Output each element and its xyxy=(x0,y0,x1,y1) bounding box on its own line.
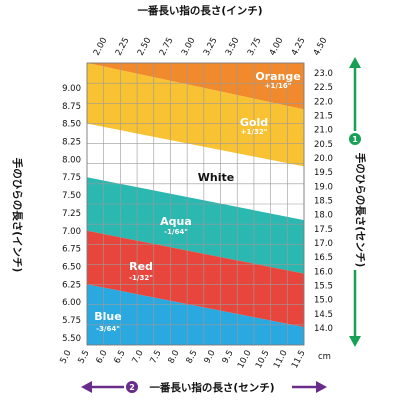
left-tick-label: 8.00 xyxy=(62,155,81,165)
right-tick-label: 23.0 xyxy=(314,69,333,79)
bottom-tick-label: 6.0 xyxy=(94,349,109,366)
bottom-axis-badge: 2 xyxy=(126,381,138,393)
left-axis-title: 手のひらの長さ(インチ) xyxy=(11,158,24,273)
bottom-tick-label: 6.5 xyxy=(112,349,127,366)
bottom-tick-label: 7.0 xyxy=(130,349,145,366)
right-tick-label: 18.0 xyxy=(314,211,333,221)
left-tick-label: 8.25 xyxy=(62,138,81,148)
top-tick-label: 3.25 xyxy=(202,36,220,57)
band-adjustment-aqua: -1/64" xyxy=(164,228,188,236)
right-axis-badge: 1 xyxy=(349,133,361,145)
band-aqua xyxy=(87,177,304,274)
right-tick-label: 16.0 xyxy=(314,267,333,277)
bottom-tick-label: 7.5 xyxy=(148,349,163,366)
top-tick-label: 3.50 xyxy=(224,36,242,57)
right-tick-label: 21.0 xyxy=(314,126,333,136)
left-tick-label: 6.00 xyxy=(62,298,81,308)
band-adjustment-gold: +1/32" xyxy=(241,128,268,136)
left-tick-label: 9.00 xyxy=(62,84,81,94)
bottom-tick-label: 8.5 xyxy=(184,349,199,366)
left-tick-label: 6.75 xyxy=(62,245,81,255)
right-tick-label: 14.0 xyxy=(314,324,333,334)
band-red xyxy=(87,230,304,328)
bottom-tick-label: 9.5 xyxy=(220,349,235,366)
right-tick-label: 20.5 xyxy=(314,140,333,150)
left-tick-label: 5.50 xyxy=(62,334,81,344)
color-bands xyxy=(87,63,304,345)
bottom-tick-label: 8.0 xyxy=(166,349,181,366)
top-tick-label: 2.75 xyxy=(158,36,176,57)
bottom-axis-unit: cm xyxy=(318,352,331,362)
axis-arrows xyxy=(81,57,361,393)
band-label-blue: Blue xyxy=(94,310,121,323)
grid-lines xyxy=(86,62,305,346)
bottom-axis-badge-number: 2 xyxy=(129,383,135,392)
left-tick-label: 7.75 xyxy=(62,173,81,183)
right-tick-label: 15.5 xyxy=(314,282,333,292)
bottom-tick-label: 10.5 xyxy=(254,349,272,370)
right-tick-label: 20.0 xyxy=(314,154,333,164)
bottom-arrow-right-head xyxy=(316,381,327,393)
right-axis-title: 手のひらの長さ(センチ) xyxy=(354,153,367,268)
right-tick-label: 22.0 xyxy=(314,97,333,107)
bottom-arrow-left-head xyxy=(81,381,92,393)
left-tick-label: 5.75 xyxy=(62,316,81,326)
bottom-axis-title: 一番長い指の長さ(センチ) xyxy=(149,381,274,394)
left-tick-label: 6.50 xyxy=(62,262,81,272)
bottom-tick-label: 11.0 xyxy=(272,349,290,370)
band-label-aqua: Aqua xyxy=(160,215,192,228)
right-tick-label: 21.5 xyxy=(314,112,333,122)
band-label-orange: Orange xyxy=(255,70,300,83)
top-tick-label: 4.25 xyxy=(290,36,308,57)
right-tick-label: 17.0 xyxy=(314,239,333,249)
right-arrow-up-head xyxy=(349,57,361,68)
plot-frame xyxy=(86,62,305,346)
bottom-tick-label: 5.0 xyxy=(58,349,73,366)
left-tick-label: 7.00 xyxy=(62,227,81,237)
right-tick-label: 17.5 xyxy=(314,225,333,235)
right-tick-label: 14.5 xyxy=(314,310,333,320)
band-label-red: Red xyxy=(129,260,153,273)
left-tick-label: 8.50 xyxy=(62,120,81,130)
band-adjustment-orange: +1/16" xyxy=(265,82,292,90)
right-tick-label: 19.0 xyxy=(314,182,333,192)
bottom-tick-label: 10.0 xyxy=(236,349,254,370)
top-tick-label: 4.50 xyxy=(312,36,330,57)
band-label-white: White xyxy=(198,171,234,184)
left-tick-label: 6.25 xyxy=(62,280,81,290)
top-axis-title: 一番長い指の長さ(インチ) xyxy=(137,4,262,17)
top-tick-label: 2.00 xyxy=(92,36,110,57)
bottom-tick-label: 5.5 xyxy=(76,349,91,366)
right-arrow-down-head xyxy=(349,336,361,347)
right-tick-label: 22.5 xyxy=(314,83,333,93)
left-tick-label: 7.25 xyxy=(62,209,81,219)
left-tick-label: 7.50 xyxy=(62,191,81,201)
right-tick-label: 16.5 xyxy=(314,253,333,263)
right-tick-label: 18.5 xyxy=(314,197,333,207)
band-white xyxy=(87,123,304,221)
top-tick-label: 2.25 xyxy=(114,36,132,57)
band-blue xyxy=(87,284,304,345)
right-tick-label: 15.0 xyxy=(314,296,333,306)
band-label-gold: Gold xyxy=(240,116,268,129)
band-adjustment-red: -1/32" xyxy=(129,274,153,282)
band-adjustment-blue: -3/64" xyxy=(96,325,120,333)
bottom-tick-label: 11.5 xyxy=(290,349,308,370)
right-axis-badge-number: 1 xyxy=(352,135,358,144)
top-tick-label: 4.00 xyxy=(268,36,286,57)
band-labels: Orange+1/16" Gold+1/32" White Aqua-1/64" Red… xyxy=(94,70,300,333)
top-tick-label: 3.00 xyxy=(180,36,198,57)
band-gold xyxy=(87,63,304,167)
right-tick-label: 19.5 xyxy=(314,168,333,178)
left-tick-label: 8.75 xyxy=(62,102,81,112)
bottom-tick-label: 9.0 xyxy=(202,349,217,366)
top-tick-label: 3.75 xyxy=(246,36,264,57)
top-tick-label: 2.50 xyxy=(136,36,154,57)
